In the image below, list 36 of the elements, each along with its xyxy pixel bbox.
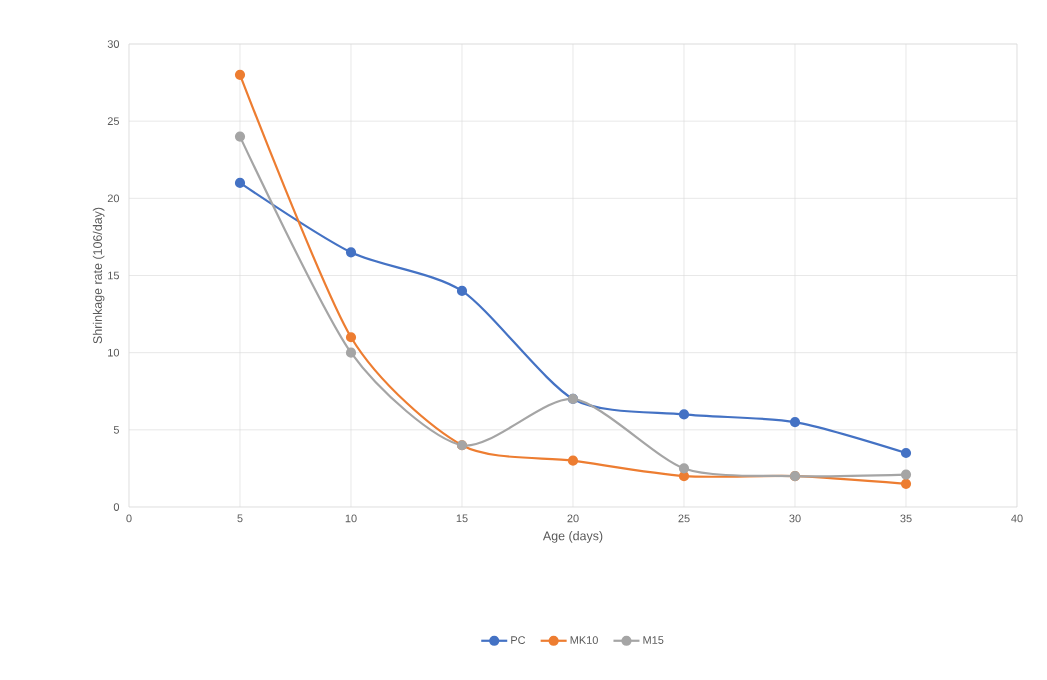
point [234, 69, 246, 80]
point [789, 417, 801, 428]
point [234, 131, 246, 142]
y-tick-label: 20 [107, 194, 120, 203]
point [900, 478, 912, 489]
y-tick-label: 25 [107, 117, 120, 126]
point [678, 463, 690, 474]
x-tick-label: 20 [567, 514, 579, 523]
point [900, 447, 912, 459]
y-axis-title: Shrinkage rate (106/day) [92, 207, 105, 344]
point [900, 469, 912, 480]
point [456, 285, 468, 297]
x-tick-label: 15 [456, 514, 468, 523]
point [234, 177, 246, 188]
point [345, 347, 357, 358]
legend-label: PC [511, 636, 526, 644]
y-tick-label: 0 [113, 503, 120, 511]
y-tick-label: 5 [113, 426, 120, 434]
point [345, 247, 357, 258]
x-axis-title: Age (days) [542, 531, 603, 543]
x-tick-label: 35 [900, 514, 912, 523]
point [345, 332, 357, 343]
x-tick-label: 0 [126, 514, 132, 523]
x-tick-label: 40 [1011, 514, 1023, 523]
x-tick-label: 30 [789, 514, 801, 523]
x-tick-label: 5 [237, 514, 243, 523]
x-tick-label: 25 [678, 514, 690, 523]
point [678, 409, 690, 420]
x-tick-label: 10 [345, 514, 357, 523]
y-tick-label: 15 [108, 271, 120, 280]
point [567, 455, 579, 466]
y-tick-label: 30 [107, 40, 120, 48]
legend-label: M15 [643, 636, 664, 644]
point [678, 471, 690, 482]
legend-label: MK10 [570, 636, 598, 644]
y-tick-label: 10 [108, 348, 120, 357]
